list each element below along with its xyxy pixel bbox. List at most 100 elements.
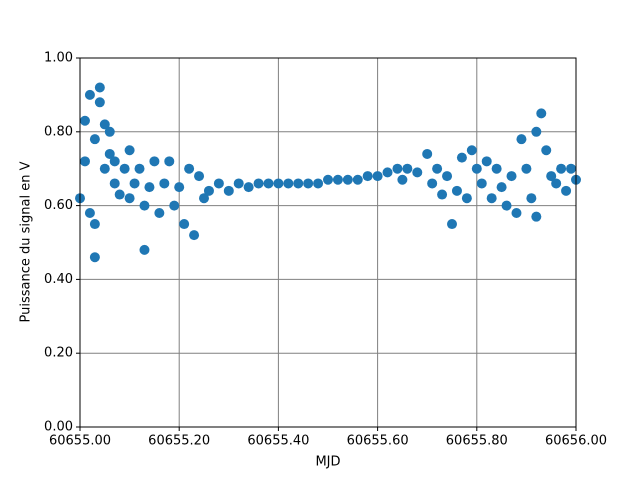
point [154,207,165,218]
point [466,145,477,156]
point [164,156,175,167]
point [447,219,457,230]
y-tick-label: 1.00 [44,51,73,66]
point [442,171,453,182]
point [89,219,100,230]
point [323,174,333,185]
point [184,163,195,174]
point [456,152,467,163]
point [223,185,234,196]
point [362,171,373,182]
point [89,134,100,145]
point [332,174,343,185]
point [243,182,254,193]
point [199,193,209,204]
point [402,163,413,174]
point [84,207,95,218]
point [397,174,408,185]
point [189,230,200,241]
point [109,156,120,167]
point [511,207,522,218]
y-tick-label: 0.20 [44,346,73,361]
point [516,134,527,145]
point [293,178,304,189]
point [556,163,567,174]
point [481,156,492,167]
point [283,178,294,189]
point [451,185,462,196]
point [427,178,438,189]
point [233,178,244,189]
point [124,193,135,204]
point [461,193,472,204]
point [437,189,448,200]
point [179,219,190,230]
point [94,97,105,108]
x-tick-label: 60656.00 [545,434,607,449]
point [129,178,140,189]
point [149,156,160,167]
point [526,193,537,204]
point [124,145,135,156]
point [501,200,512,211]
x-tick-label: 60655.20 [148,434,210,449]
y-tick-label: 0.00 [44,420,73,435]
y-tick-label: 0.80 [44,124,73,139]
point [546,171,557,182]
point [89,252,100,263]
point [471,163,482,174]
point [536,108,547,119]
point [486,193,497,204]
point [273,178,284,189]
point [551,178,562,189]
point [213,178,224,189]
point [491,163,502,174]
point [263,178,274,189]
x-tick-label: 60655.00 [49,434,111,449]
y-tick-label: 0.40 [44,272,73,287]
point [303,178,314,189]
x-axis-label: MJD [315,455,340,470]
point [203,185,214,196]
point [159,178,170,189]
point [109,178,120,189]
point [506,171,517,182]
point [134,163,145,174]
point [352,174,363,185]
point [114,189,125,200]
point [382,167,393,178]
point [79,156,90,167]
point [541,145,552,156]
point [169,200,180,211]
point [104,126,115,137]
point [84,89,95,100]
point [422,148,433,159]
point [392,163,403,174]
point [94,82,105,93]
y-tick-label: 0.60 [44,198,73,213]
point [531,126,542,137]
point [412,167,423,178]
point [496,182,507,193]
point [139,200,150,211]
plot-frame [79,57,577,428]
point [521,163,532,174]
point [313,178,324,189]
point [531,211,542,222]
point [99,163,110,174]
point [432,163,443,174]
point [194,171,205,182]
point [144,182,155,193]
point [119,163,130,174]
point [139,244,150,255]
point [476,178,487,189]
point [372,171,383,182]
point [342,174,353,185]
point [99,119,110,130]
point [566,163,577,174]
point [104,148,115,159]
point [253,178,264,189]
y-axis-label: Puissance du signal en V [19,161,34,322]
x-tick-label: 60655.60 [347,434,409,449]
